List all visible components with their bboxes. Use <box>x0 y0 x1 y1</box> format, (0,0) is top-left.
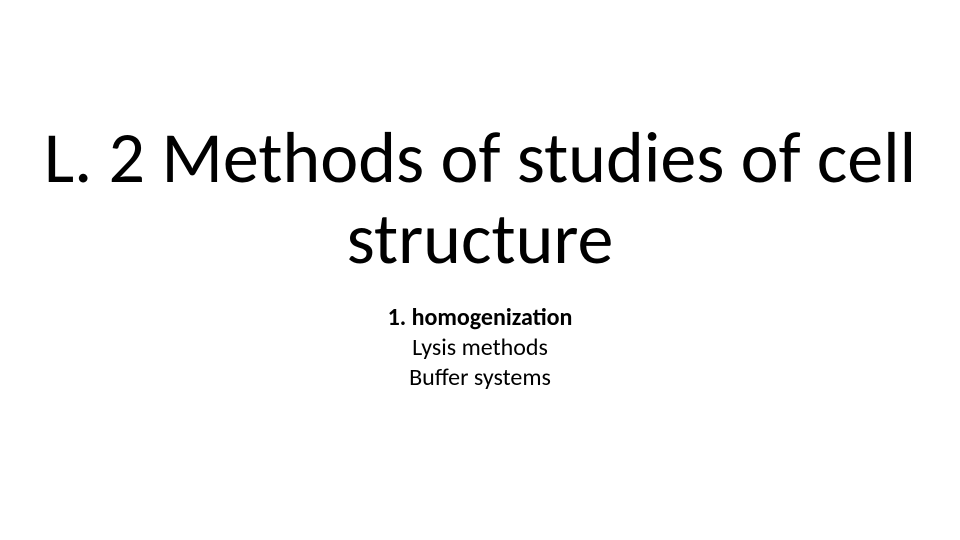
slide: L. 2 Methods of studies of cell structur… <box>0 0 960 540</box>
subtitle-line-1: 1. homogenization <box>388 303 573 333</box>
subtitle-line-2: Lysis methods <box>388 333 573 363</box>
slide-title: L. 2 Methods of studies of cell structur… <box>0 118 960 279</box>
slide-subtitle: 1. homogenization Lysis methods Buffer s… <box>388 303 573 393</box>
subtitle-line-3: Buffer systems <box>388 363 573 393</box>
